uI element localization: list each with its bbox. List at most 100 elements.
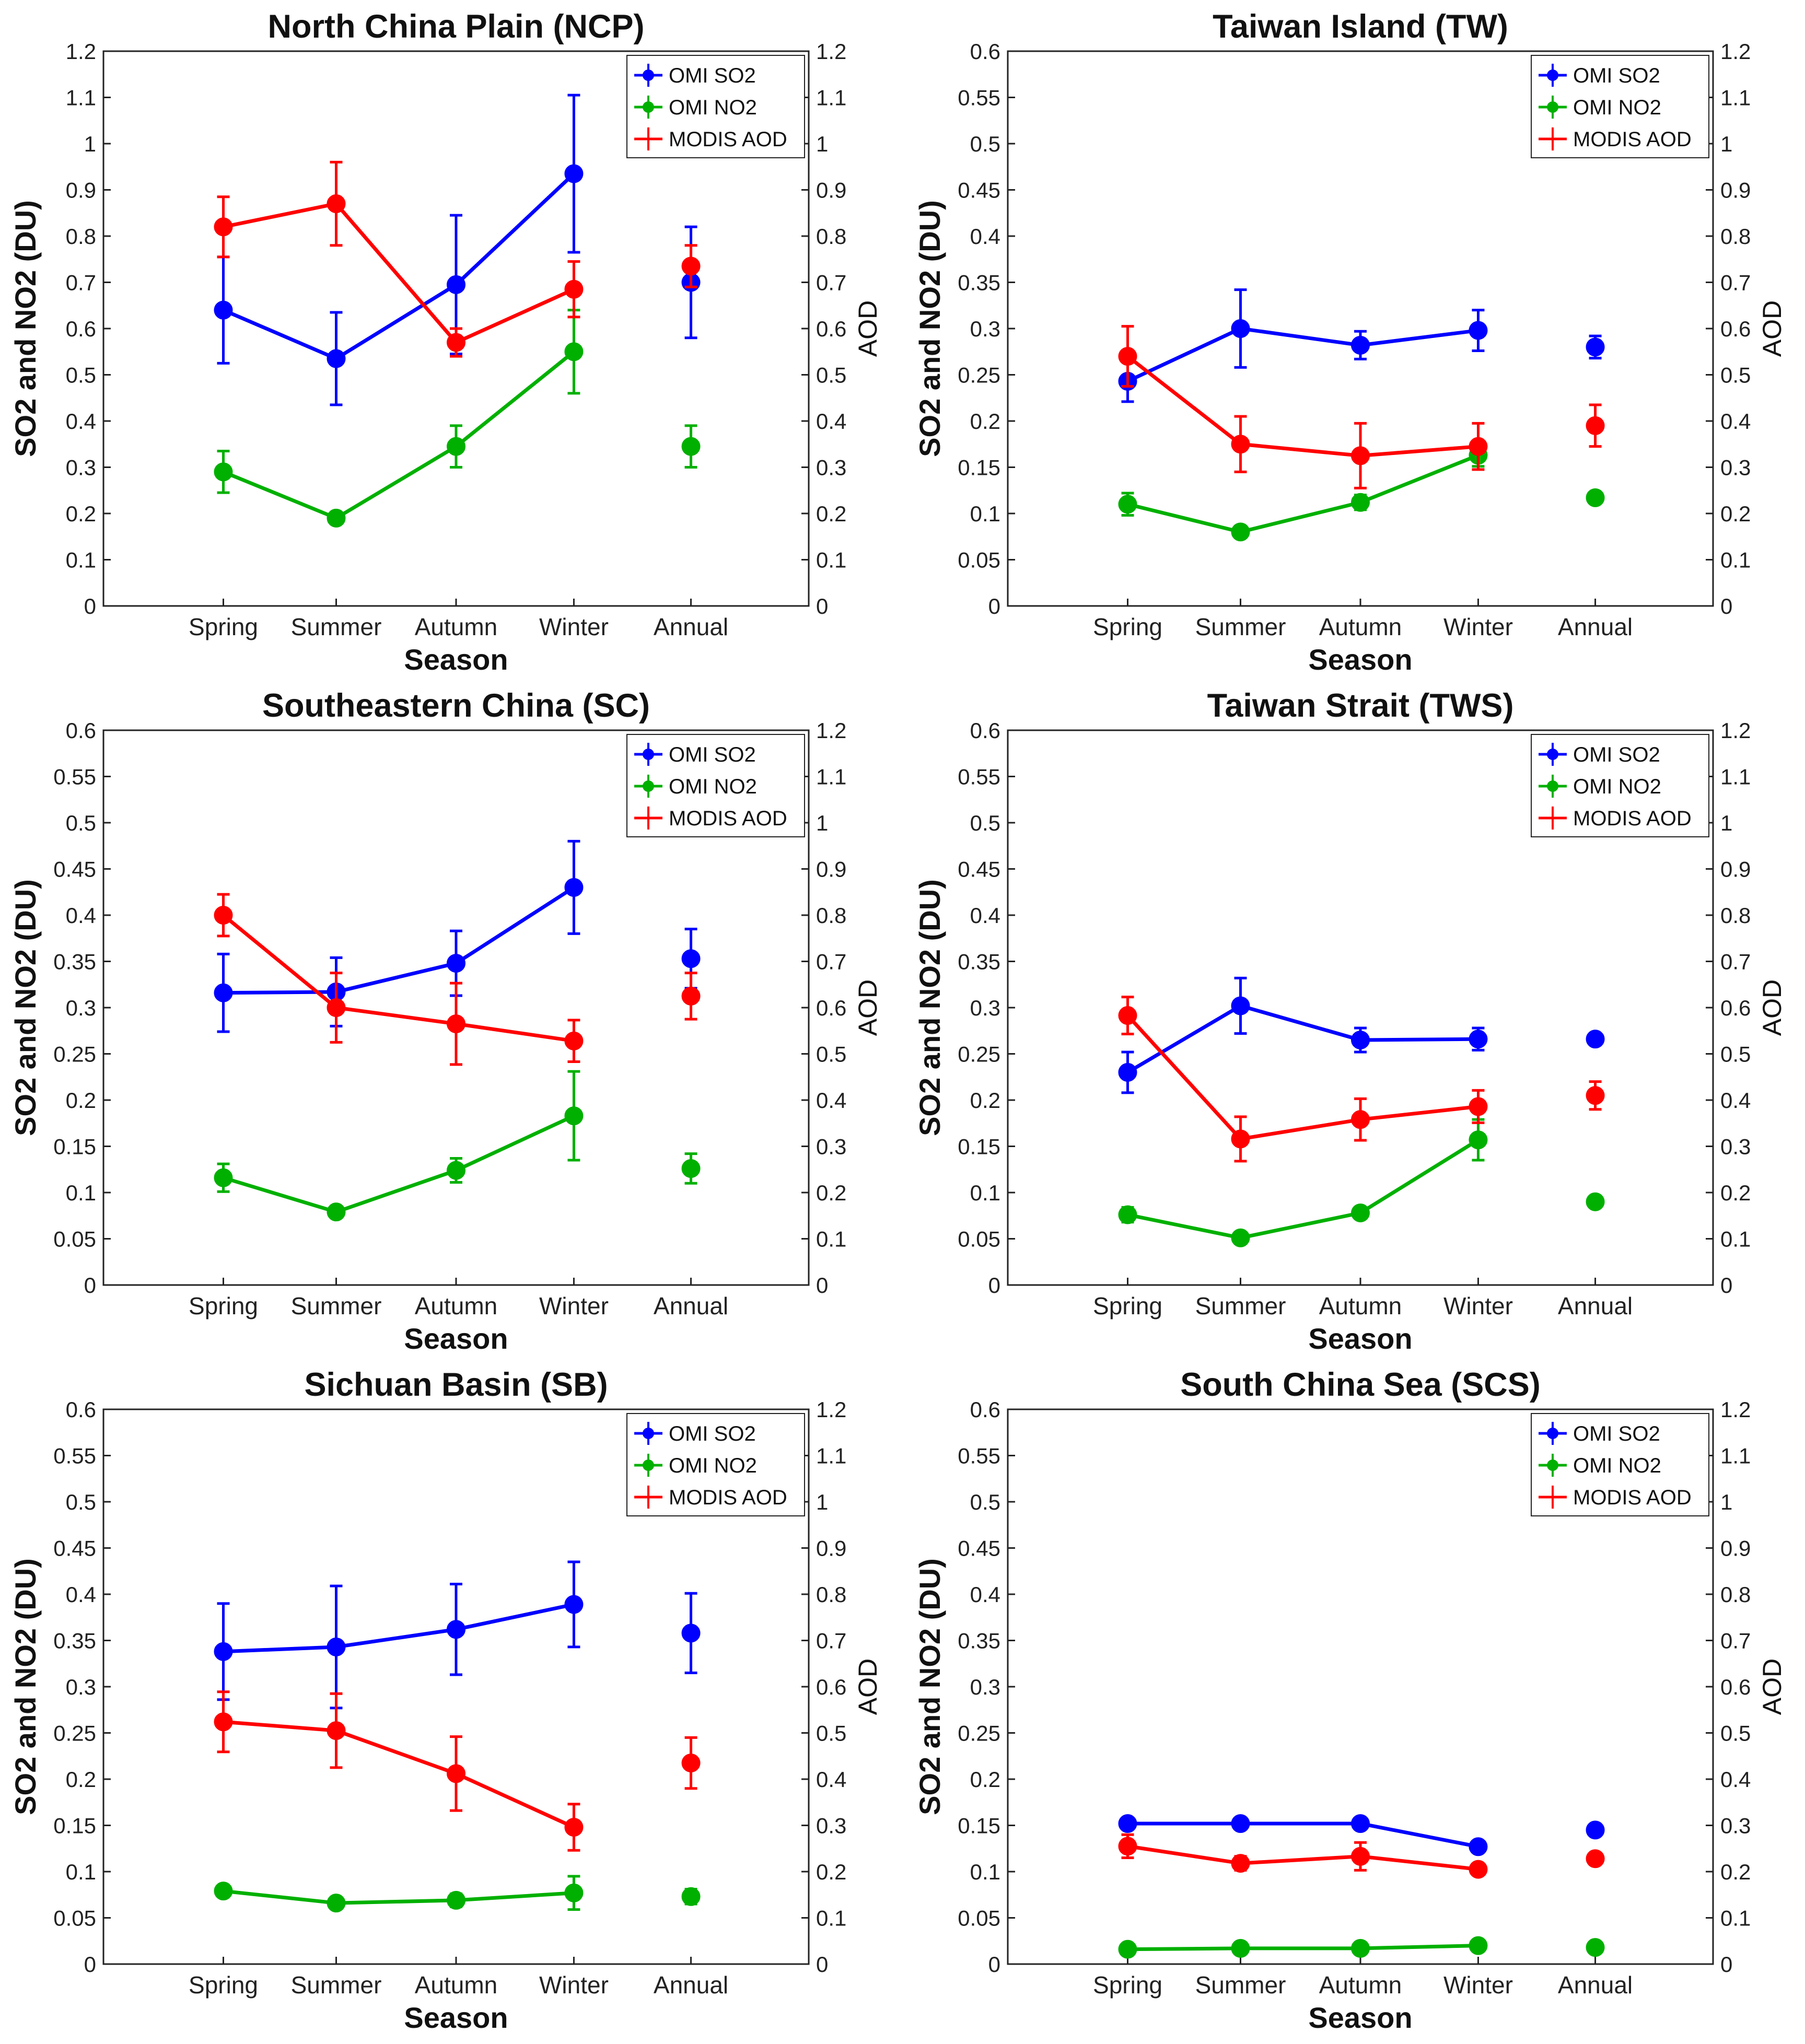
- y-tick-label: 0.15: [53, 1814, 96, 1838]
- data-point: [1586, 1820, 1605, 1840]
- y-tick-label: 0.4: [66, 409, 96, 434]
- x-tick-label: Winter: [1443, 1971, 1513, 1999]
- data-point: [214, 1168, 233, 1187]
- data-point: [1231, 996, 1250, 1015]
- y-right-tick-label: 0.3: [816, 1814, 846, 1838]
- y-tick-label: 0.4: [970, 224, 1000, 249]
- y-right-tick-label: 1.2: [1720, 39, 1751, 64]
- data-point: [1231, 1814, 1250, 1833]
- data-point: [1586, 488, 1605, 507]
- x-axis-label: Season: [404, 1322, 508, 1355]
- x-tick-label: Annual: [1558, 1292, 1633, 1319]
- data-point: [214, 462, 233, 482]
- y-tick-label: 0.3: [66, 996, 96, 1020]
- series-line: [1127, 1821, 1479, 1849]
- y-right-tick-label: 0.9: [1720, 178, 1751, 203]
- data-point: [447, 1620, 465, 1639]
- y-tick-label: 0: [988, 1273, 1000, 1298]
- data-point: [1351, 335, 1370, 355]
- data-point: [1118, 1062, 1137, 1082]
- y-tick-label: 0.55: [53, 1444, 96, 1468]
- legend-swatch-marker: [1547, 1428, 1558, 1439]
- data-point: [564, 1818, 584, 1837]
- y-right-tick-label: 0.7: [816, 1629, 846, 1653]
- y-tick-label: 0.55: [958, 765, 1000, 789]
- y-right-tick-label: 1: [1720, 132, 1732, 156]
- y-tick-label: 0.3: [66, 455, 96, 480]
- x-tick-label: Spring: [1093, 613, 1162, 640]
- x-axis-label: Season: [1308, 643, 1412, 676]
- data-point: [327, 1894, 346, 1913]
- y-tick-label: 0.4: [970, 903, 1000, 928]
- legend-entry-label: OMI NO2: [669, 775, 757, 798]
- data-point: [681, 1623, 701, 1643]
- y-right-tick-label: 0.8: [1720, 903, 1751, 928]
- series-line: [223, 885, 575, 995]
- data-point: [681, 256, 701, 276]
- y-right-tick-label: 1.2: [816, 1397, 846, 1422]
- x-tick-label: Autumn: [415, 1292, 498, 1319]
- y-right-tick-label: 0.9: [816, 857, 846, 882]
- y-right-tick-label: 0.6: [1720, 996, 1751, 1020]
- y-right-tick-label: 0.2: [1720, 501, 1751, 526]
- data-point: [564, 1106, 584, 1126]
- y-tick-label: 0.45: [958, 857, 1000, 882]
- data-point: [447, 1764, 465, 1783]
- y-tick-label: 0.2: [970, 409, 1000, 434]
- y-tick-label: 0.45: [53, 857, 96, 882]
- y-right-tick-label: 0.7: [816, 271, 846, 295]
- y-right-tick-label: 0.4: [816, 1767, 846, 1792]
- legend-entry-label: OMI SO2: [669, 1422, 756, 1445]
- y-right-tick-label: 1.1: [1720, 86, 1751, 110]
- data-point: [1586, 337, 1605, 357]
- y-tick-label: 0.7: [66, 271, 96, 295]
- y-right-tick-label: 0.3: [1720, 1814, 1751, 1838]
- x-tick-label: Autumn: [415, 1971, 498, 1999]
- data-point: [1231, 435, 1250, 454]
- y-right-tick-label: 1.1: [816, 1444, 846, 1468]
- y-tick-label: 0.05: [958, 1227, 1000, 1252]
- y-tick-label: 0.5: [970, 1490, 1000, 1514]
- data-point: [447, 333, 465, 352]
- y-tick-label: 0.6: [970, 718, 1000, 743]
- chart-panel-3: Southeastern China (SC) 0 0.05 0.1 0.15 0.2 0.…: [9, 687, 882, 1355]
- data-point: [214, 217, 233, 237]
- x-tick-label: Summer: [1195, 1971, 1286, 1999]
- series-line: [1127, 1944, 1478, 1952]
- x-tick-label: Autumn: [1319, 1292, 1402, 1319]
- y-tick-label: 0.6: [66, 1397, 96, 1422]
- data-point: [214, 1642, 233, 1661]
- data-point: [1469, 1097, 1488, 1116]
- data-point: [1231, 1228, 1250, 1247]
- y-tick-label: 0.55: [53, 765, 96, 789]
- y-axis-label: SO2 and NO2 (DU): [9, 879, 42, 1136]
- y-right-tick-label: 0.8: [1720, 224, 1751, 249]
- series-line: [1127, 453, 1479, 534]
- y-tick-label: 0: [84, 1952, 96, 1977]
- y-tick-label: 0.6: [970, 39, 1000, 64]
- chart-panel-6: South China Sea (SCS) 0 0.05 0.1 0.15 0.2 0.25…: [913, 1366, 1787, 2034]
- legend-swatch-marker: [643, 1428, 654, 1439]
- series-line: [1126, 1003, 1478, 1074]
- y-tick-label: 1.1: [66, 86, 96, 110]
- data-point: [327, 194, 346, 214]
- y-right-tick-label: 1.1: [1720, 765, 1751, 789]
- data-point: [327, 1202, 346, 1222]
- y-tick-label: 0.25: [53, 1721, 96, 1746]
- y-right-tick-label: 0.4: [816, 409, 846, 434]
- y-axis-label: SO2 and NO2 (DU): [913, 200, 946, 457]
- chart-panel-5: Sichuan Basin (SB) 0 0.05 0.1 0.15 0.2 0.25 0.3…: [9, 1366, 882, 2034]
- data-point: [1586, 416, 1605, 435]
- y-right-tick-label: 0.2: [816, 501, 846, 526]
- chart-title: North China Plain (NCP): [268, 8, 645, 45]
- y-right-tick-label: 0.9: [816, 178, 846, 203]
- y-tick-label: 0.6: [66, 317, 96, 341]
- y-tick-label: 0.35: [958, 271, 1000, 295]
- y-tick-label: 0.55: [958, 1444, 1000, 1468]
- series-line: [223, 1603, 575, 1654]
- y-tick-label: 0.05: [958, 548, 1000, 573]
- y-tick-label: 0.3: [66, 1675, 96, 1699]
- y-right-tick-label: 0.6: [816, 1675, 846, 1699]
- data-point: [214, 1712, 233, 1732]
- data-point: [1118, 347, 1137, 366]
